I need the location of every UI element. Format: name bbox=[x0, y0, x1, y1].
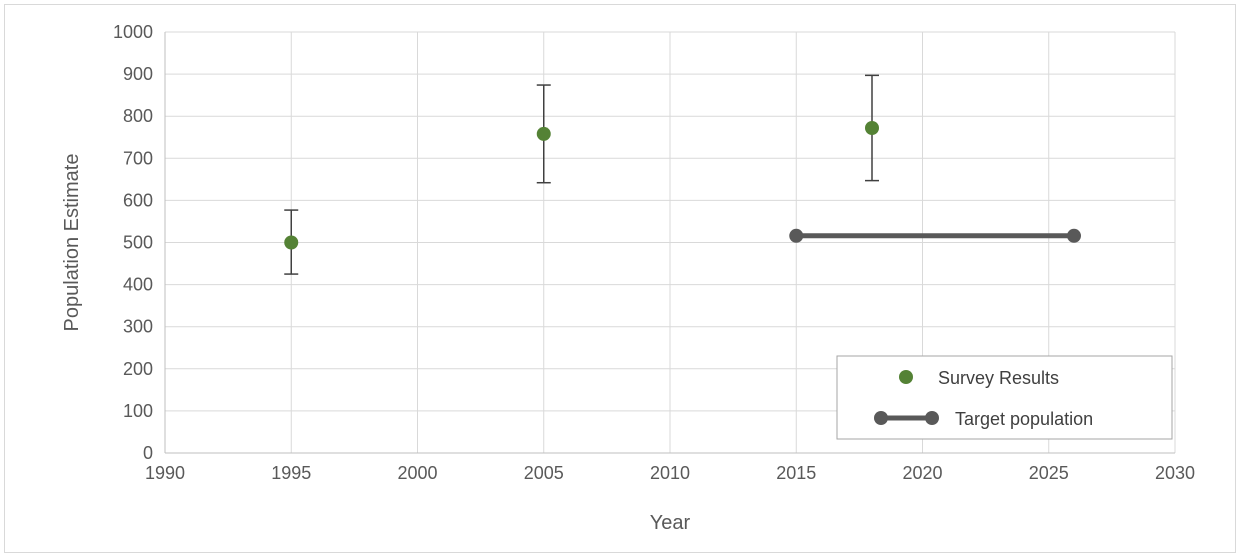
target-population-marker bbox=[789, 228, 804, 243]
y-tick-label: 600 bbox=[123, 190, 153, 210]
legend-label-survey-results: Survey Results bbox=[938, 368, 1059, 388]
y-tick-label: 500 bbox=[123, 233, 153, 253]
x-tick-label: 2025 bbox=[1029, 463, 1069, 483]
survey-point-group bbox=[284, 209, 299, 275]
x-tick-label: 2010 bbox=[650, 463, 690, 483]
y-tick-label: 100 bbox=[123, 401, 153, 421]
x-tick-label: 2020 bbox=[902, 463, 942, 483]
y-tick-label: 700 bbox=[123, 148, 153, 168]
x-tick-label: 2005 bbox=[524, 463, 564, 483]
legend-label-target-population: Target population bbox=[955, 409, 1093, 429]
legend-marker-target-population bbox=[925, 411, 939, 425]
x-tick-label: 1990 bbox=[145, 463, 185, 483]
legend-marker-target-population bbox=[874, 411, 888, 425]
x-axis-title: Year bbox=[650, 512, 691, 534]
chart-frame bbox=[4, 4, 1236, 553]
legend-marker-survey-results bbox=[899, 370, 913, 384]
legend-items: Survey Results Target population bbox=[874, 368, 1093, 429]
x-tick-label: 2030 bbox=[1155, 463, 1195, 483]
survey-result-point bbox=[865, 120, 879, 135]
y-tick-label: 1000 bbox=[113, 22, 153, 42]
survey-point-group bbox=[865, 74, 879, 182]
y-tick-label: 800 bbox=[123, 106, 153, 126]
survey-result-point bbox=[536, 126, 551, 141]
y-tick-label: 0 bbox=[143, 443, 153, 463]
legend: Survey Results Target population bbox=[836, 355, 1173, 440]
y-tick-label: 900 bbox=[123, 64, 153, 84]
x-tick-label: 1995 bbox=[271, 463, 311, 483]
y-axis-title: Population Estimate bbox=[61, 154, 83, 332]
y-tick-label: 300 bbox=[123, 317, 153, 337]
survey-result-point bbox=[284, 235, 299, 250]
x-tick-label: 2015 bbox=[776, 463, 816, 483]
survey-point-group bbox=[536, 84, 551, 184]
tick-labels: 0 100 200 300 400 500 600 700 800 900 1000 1990 1995… bbox=[113, 22, 1195, 483]
y-tick-label: 200 bbox=[123, 359, 153, 379]
y-tick-label: 400 bbox=[123, 275, 153, 295]
target-population-marker bbox=[1067, 228, 1081, 243]
x-tick-label: 2000 bbox=[397, 463, 437, 483]
legend-box bbox=[836, 355, 1173, 440]
series-marks bbox=[284, 74, 1081, 275]
